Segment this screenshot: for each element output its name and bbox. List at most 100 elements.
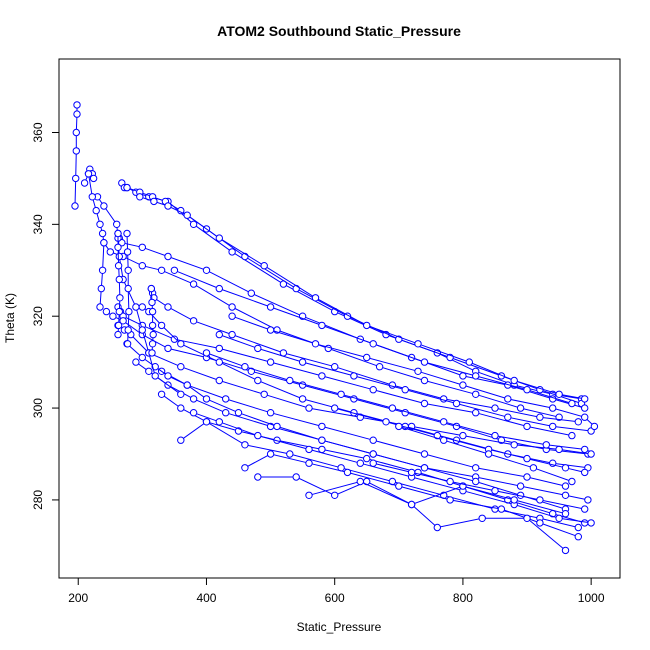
data-point bbox=[318, 436, 326, 444]
data-point bbox=[114, 262, 123, 270]
data-point bbox=[459, 372, 467, 380]
data-point bbox=[561, 464, 570, 472]
data-point bbox=[266, 358, 275, 366]
data-point bbox=[420, 399, 429, 408]
data-point bbox=[228, 303, 236, 311]
chart-title: ATOM2 Southbound Static_Pressure bbox=[217, 23, 461, 39]
data-point bbox=[587, 450, 595, 458]
data-point bbox=[446, 477, 454, 486]
data-point bbox=[536, 413, 544, 421]
data-point bbox=[89, 174, 98, 183]
data-point bbox=[305, 491, 313, 499]
series-line bbox=[84, 172, 105, 308]
data-point bbox=[114, 229, 122, 238]
series-line bbox=[193, 412, 592, 524]
data-point bbox=[305, 445, 313, 454]
data-point bbox=[568, 477, 576, 486]
data-point bbox=[420, 376, 429, 385]
data-point bbox=[138, 353, 147, 362]
data-point bbox=[189, 220, 198, 229]
series-profile-25 bbox=[123, 229, 133, 348]
data-point bbox=[136, 193, 144, 201]
data-point bbox=[369, 459, 377, 467]
data-point bbox=[157, 321, 166, 330]
data-point bbox=[215, 234, 224, 242]
data-point bbox=[298, 358, 307, 366]
data-point bbox=[350, 372, 358, 380]
data-point bbox=[581, 445, 589, 454]
data-point bbox=[202, 395, 211, 403]
data-point bbox=[568, 399, 576, 408]
data-point bbox=[266, 409, 275, 417]
data-point bbox=[92, 206, 100, 215]
data-point bbox=[177, 390, 185, 398]
series-profile-18 bbox=[189, 409, 595, 527]
data-point bbox=[170, 266, 179, 274]
data-point bbox=[420, 450, 429, 458]
data-point bbox=[440, 436, 448, 444]
series-line bbox=[74, 104, 78, 207]
data-point bbox=[331, 363, 339, 371]
data-point bbox=[260, 262, 268, 270]
data-point bbox=[138, 303, 147, 311]
data-point bbox=[497, 505, 506, 513]
data-point bbox=[241, 363, 249, 371]
data-point bbox=[523, 514, 531, 522]
data-point bbox=[363, 353, 371, 362]
series-profile-33 bbox=[395, 422, 576, 486]
data-point bbox=[369, 450, 377, 458]
series-line bbox=[117, 324, 592, 455]
data-point bbox=[446, 496, 454, 504]
data-point bbox=[369, 436, 377, 444]
data-point bbox=[247, 289, 256, 297]
data-point bbox=[148, 307, 157, 316]
data-point bbox=[164, 252, 172, 261]
data-point bbox=[536, 519, 544, 527]
data-point bbox=[73, 101, 81, 109]
data-point bbox=[147, 284, 156, 293]
data-point bbox=[555, 390, 563, 398]
data-point bbox=[555, 413, 563, 421]
data-point bbox=[228, 312, 236, 320]
series-line bbox=[231, 315, 595, 427]
series-profile-20 bbox=[254, 473, 570, 518]
data-point bbox=[254, 376, 262, 385]
series-profile-06 bbox=[114, 229, 589, 412]
data-point bbox=[215, 358, 224, 366]
data-point bbox=[97, 284, 106, 293]
data-point bbox=[491, 404, 499, 412]
series-profile-01 bbox=[71, 101, 81, 210]
data-point bbox=[102, 307, 111, 316]
data-point bbox=[504, 395, 512, 403]
y-tick-label: 360 bbox=[31, 122, 45, 142]
data-point bbox=[440, 418, 448, 426]
data-point bbox=[123, 340, 132, 348]
data-point bbox=[145, 367, 153, 375]
data-point bbox=[433, 431, 441, 440]
series-profile-07 bbox=[100, 239, 563, 421]
data-point bbox=[369, 386, 377, 394]
data-point bbox=[98, 266, 107, 274]
data-point bbox=[581, 413, 589, 421]
data-point bbox=[119, 317, 127, 325]
data-point bbox=[433, 523, 441, 532]
series-layer bbox=[71, 101, 599, 555]
data-point bbox=[241, 441, 249, 449]
x-axis-label: Static_Pressure bbox=[297, 620, 382, 634]
data-point bbox=[189, 280, 198, 288]
series-profile-26 bbox=[147, 284, 157, 357]
data-point bbox=[100, 239, 108, 247]
data-point bbox=[202, 266, 211, 274]
data-point bbox=[115, 252, 124, 261]
data-point bbox=[138, 326, 147, 334]
data-point bbox=[116, 294, 124, 302]
data-point bbox=[115, 307, 124, 316]
data-point bbox=[523, 473, 531, 481]
data-point bbox=[72, 147, 81, 155]
data-point bbox=[123, 183, 131, 192]
data-point bbox=[266, 450, 275, 458]
data-point bbox=[420, 464, 429, 472]
data-point bbox=[148, 298, 156, 307]
data-point bbox=[581, 404, 589, 412]
